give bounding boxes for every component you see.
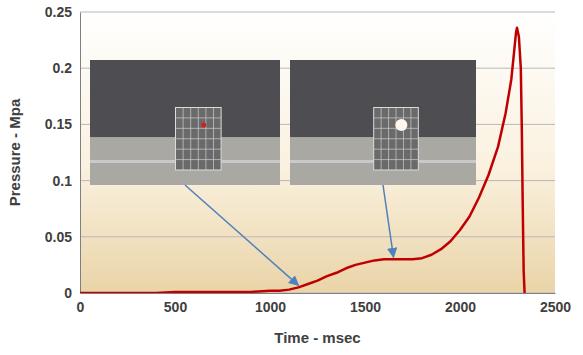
- x-tick-label: 2000: [445, 299, 476, 315]
- x-axis: 0 500 1000 1500 2000 2500: [77, 293, 572, 315]
- x-tick-label: 2500: [540, 299, 571, 315]
- x-tick: 500: [164, 293, 188, 315]
- cage-bar: [374, 159, 419, 160]
- grid-line: [80, 12, 555, 13]
- arrow: [383, 185, 394, 257]
- x-tick-label: 0: [77, 299, 85, 315]
- cage-bar: [176, 149, 222, 150]
- cage-bar: [374, 149, 419, 150]
- x-tick: 2000: [445, 293, 476, 315]
- y-tick-label: 0.2: [53, 60, 73, 76]
- grid-line: [80, 236, 555, 237]
- y-axis-line: [80, 13, 81, 294]
- photo-cage: [374, 108, 419, 171]
- y-axis-title: Pressure - Mpa: [6, 98, 23, 206]
- x-tick: 1000: [255, 293, 286, 315]
- photo-spark: [201, 123, 206, 128]
- y-tick: 0: [64, 285, 80, 301]
- grid: [80, 12, 555, 293]
- x-tick-label: 1500: [350, 299, 381, 315]
- cage-bar: [176, 159, 222, 160]
- y-tick-label: 0: [64, 285, 72, 301]
- plot: 0 500 1000 1500 2000 2500 0 0.05 0.1 0.15 0.2 0.25: [45, 4, 572, 315]
- photo-inset: [290, 60, 476, 185]
- y-tick: 0.25: [45, 4, 80, 20]
- x-axis-line: [81, 293, 556, 294]
- x-tick-label: 500: [164, 299, 188, 315]
- y-tick: 0.2: [53, 60, 80, 76]
- photo-cage: [176, 108, 222, 171]
- y-tick-label: 0.15: [45, 116, 72, 132]
- cage-bar: [176, 138, 222, 139]
- cage-bar: [403, 108, 404, 171]
- x-axis-title: Time - msec: [274, 329, 360, 346]
- y-tick-label: 0.1: [53, 173, 73, 189]
- photo-flash: [395, 119, 407, 131]
- pressure-line: [80, 28, 525, 293]
- cage-frame: [374, 108, 419, 171]
- x-tick: 1500: [350, 293, 381, 315]
- x-tick-label: 1000: [255, 299, 286, 315]
- y-tick-label: 0.25: [45, 4, 72, 20]
- y-tick: 0.1: [53, 173, 80, 189]
- chart: 0 500 1000 1500 2000 2500 0 0.05 0.1 0.15 0.2 0.25 T…: [0, 0, 583, 355]
- x-tick: 0: [77, 293, 85, 315]
- y-tick: 0.15: [45, 116, 80, 132]
- cage-frame: [176, 108, 222, 171]
- arrow: [185, 185, 299, 285]
- cage-bar: [205, 108, 206, 171]
- y-axis: 0 0.05 0.1 0.15 0.2 0.25: [45, 4, 81, 301]
- x-tick: 2500: [540, 293, 571, 315]
- cage-bar: [213, 108, 214, 171]
- cage-bar: [374, 138, 419, 139]
- y-tick-label: 0.05: [45, 229, 72, 245]
- series: [80, 28, 525, 293]
- plot-background: [80, 12, 555, 293]
- y-tick: 0.05: [45, 229, 80, 245]
- photo-inset: [90, 60, 280, 185]
- cage-bar: [410, 108, 411, 171]
